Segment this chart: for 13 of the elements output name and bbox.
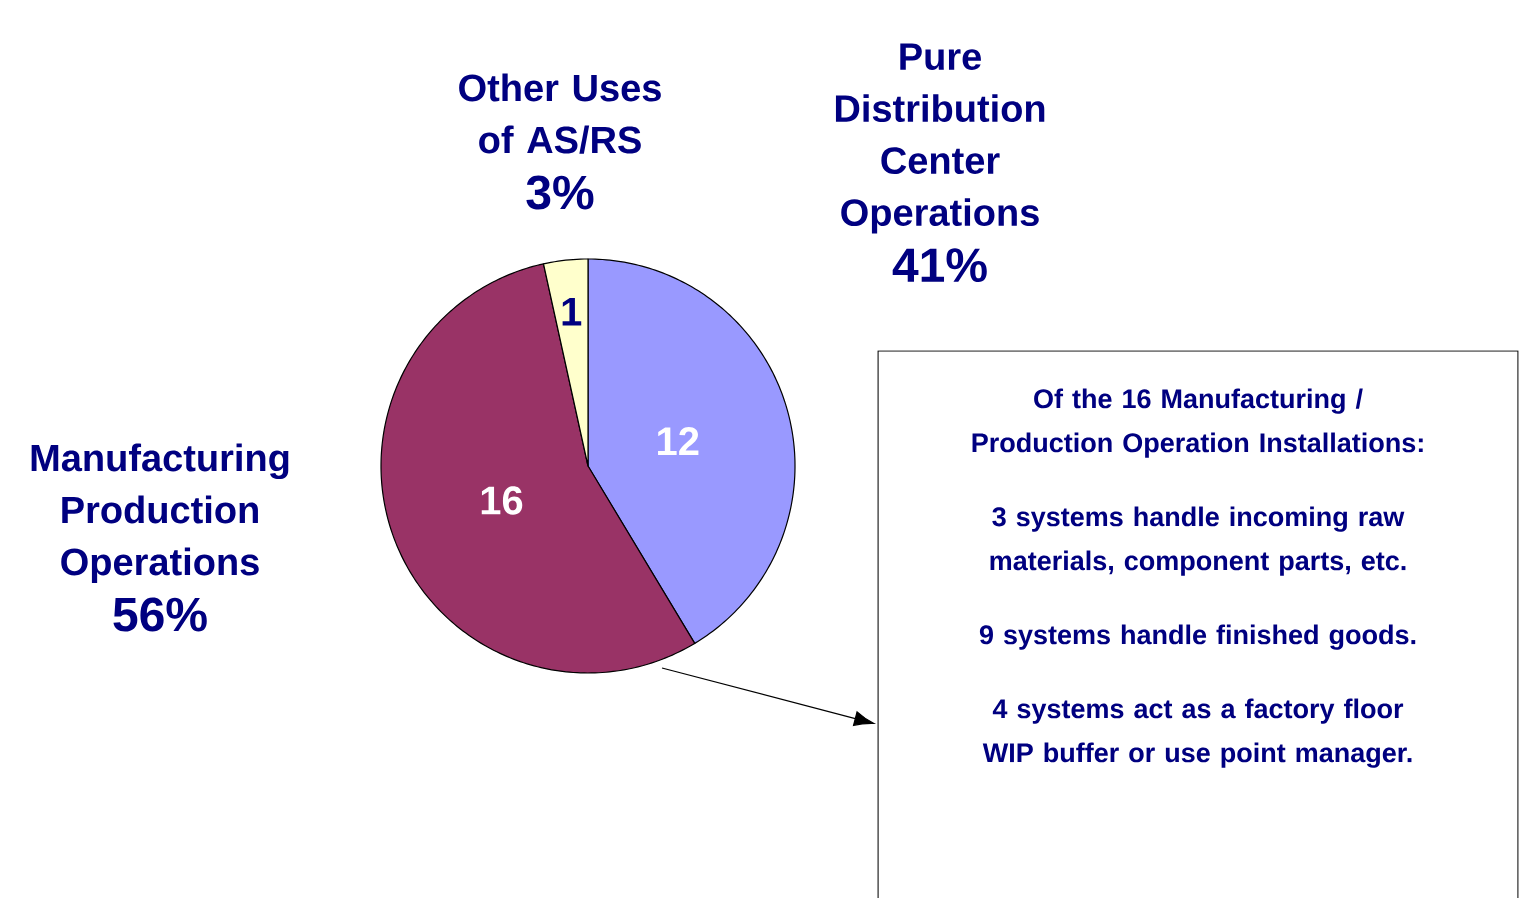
text: 56%	[113, 597, 207, 632]
slice-label: Other Uses of AS/RS	[459, 73, 661, 154]
text: 3%	[526, 175, 594, 210]
text: Of the 16 Manufacturing / Production Operation Installations:	[972, 388, 1423, 458]
text: 3 systems handle incoming raw materials, component parts, etc.	[990, 506, 1406, 576]
text: 4 systems act as a factory floor WIP buffer or use point manager.	[982, 698, 1412, 768]
slice-label: Manufacturing Production Operations	[31, 443, 289, 583]
data-label: 16	[481, 486, 523, 515]
data-label: 1	[562, 297, 582, 326]
text: 41%	[892, 248, 987, 283]
slice-label: Pure Distribution Center Operations	[835, 43, 1045, 234]
data-label: 12	[658, 427, 699, 456]
text: 9 systems handle finished goods.	[979, 624, 1416, 650]
